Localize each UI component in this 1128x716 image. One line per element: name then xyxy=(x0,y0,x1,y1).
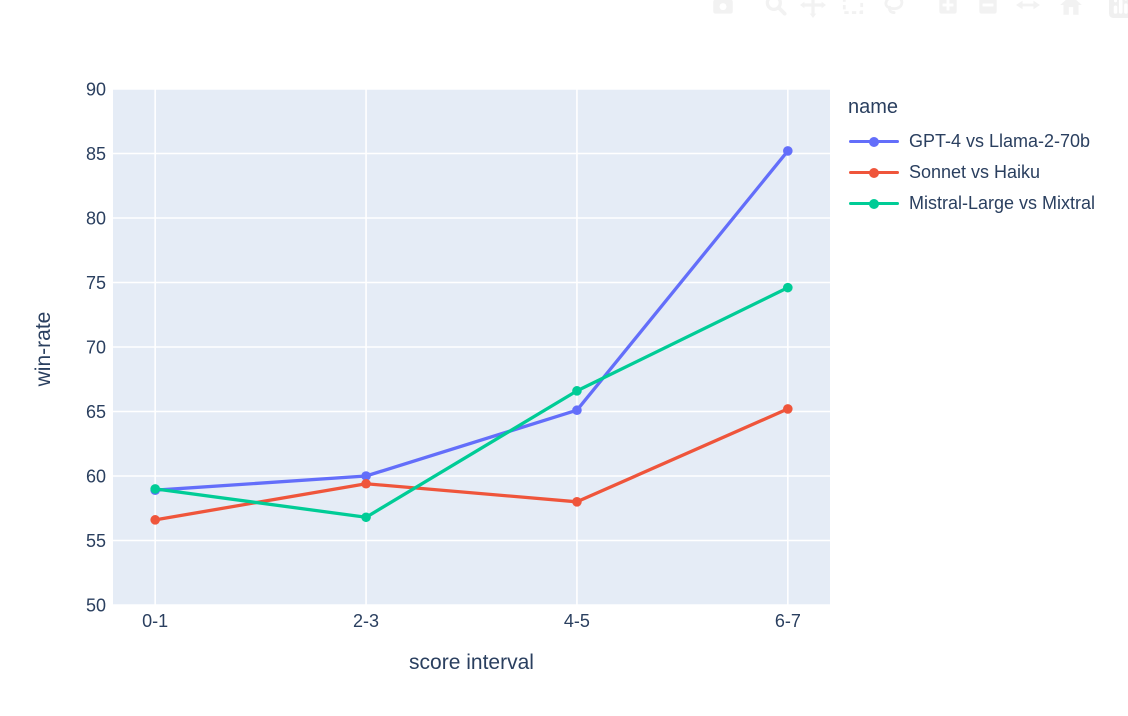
data-point xyxy=(783,146,793,156)
y-tick-label: 70 xyxy=(86,338,106,358)
legend-label: GPT-4 vs Llama-2-70b xyxy=(909,131,1091,151)
series-line-2 xyxy=(153,286,790,519)
legend-line-marker-icon xyxy=(849,167,899,178)
data-point xyxy=(150,484,160,494)
x-tick-label: 2-3 xyxy=(353,611,379,631)
x-axis-title: score interval xyxy=(409,651,534,674)
reset-axes-home-icon[interactable] xyxy=(1058,0,1084,18)
data-point xyxy=(572,497,582,507)
zoom-out-icon[interactable] xyxy=(975,0,1001,18)
legend-line-marker-icon xyxy=(849,198,899,209)
data-point xyxy=(361,478,371,489)
legend-item-2[interactable]: Mistral-Large vs Mixtral xyxy=(846,188,1095,219)
pan-icon[interactable] xyxy=(800,0,826,18)
y-tick-label: 60 xyxy=(86,467,106,487)
plotly-logo-icon[interactable] xyxy=(1108,0,1128,19)
y-tick-label: 80 xyxy=(86,209,106,229)
data-point xyxy=(361,471,371,481)
y-tick-label: 65 xyxy=(86,402,106,422)
y-tick-label: 85 xyxy=(86,144,106,164)
y-tick-label: 90 xyxy=(86,80,106,100)
lasso-select-icon[interactable] xyxy=(880,0,906,18)
legend: name GPT-4 vs Llama-2-70b Sonnet vs Haiku… xyxy=(846,96,1095,219)
data-point xyxy=(150,515,160,525)
legend-items: GPT-4 vs Llama-2-70b Sonnet vs Haiku Mistr… xyxy=(846,126,1095,219)
x-tick-label: 0-1 xyxy=(142,611,168,631)
x-tick-label: 6-7 xyxy=(775,611,801,631)
data-point xyxy=(572,386,582,396)
x-tick-label: 4-5 xyxy=(564,611,590,631)
box-select-icon[interactable] xyxy=(840,0,866,18)
camera-download-icon[interactable] xyxy=(710,0,736,18)
zoom-icon[interactable] xyxy=(763,0,789,18)
data-point xyxy=(361,512,371,523)
zoom-in-icon[interactable] xyxy=(935,0,961,18)
legend-item-0[interactable]: GPT-4 vs Llama-2-70b xyxy=(846,126,1095,157)
legend-label: Sonnet vs Haiku xyxy=(909,162,1041,182)
legend-title: name xyxy=(848,96,899,118)
y-tick-label: 50 xyxy=(86,596,106,616)
y-tick-label: 75 xyxy=(86,273,106,293)
data-point xyxy=(572,405,582,416)
legend-item-1[interactable]: Sonnet vs Haiku xyxy=(846,157,1095,188)
y-tick-label: 55 xyxy=(86,531,106,551)
legend-label: Mistral-Large vs Mixtral xyxy=(909,193,1096,213)
legend-line-marker-icon xyxy=(849,136,899,147)
data-point xyxy=(783,404,793,414)
data-point xyxy=(783,282,793,293)
autoscale-icon[interactable] xyxy=(1015,0,1041,18)
y-axis-title: win-rate xyxy=(32,311,55,387)
series-line-0 xyxy=(153,149,790,492)
